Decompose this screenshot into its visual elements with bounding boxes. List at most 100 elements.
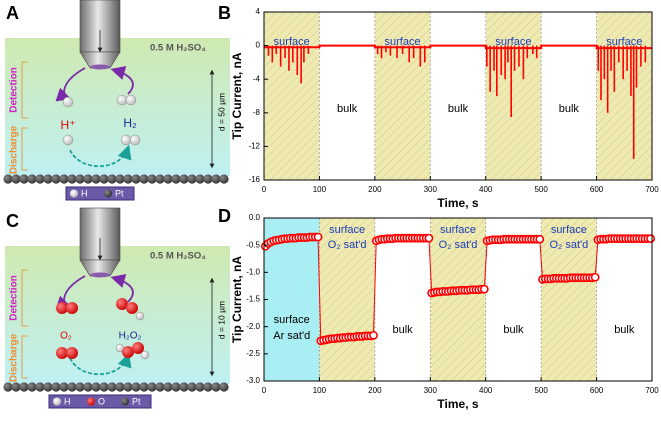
- tip-disk: [90, 272, 110, 278]
- legend-label: O: [98, 396, 105, 406]
- panel-label: C: [6, 211, 19, 231]
- region-hatch: [596, 12, 652, 180]
- substrate-atom: [155, 174, 165, 184]
- solution-label: 0.5 M H₂SO₄: [150, 251, 206, 262]
- region-label: surface: [274, 36, 310, 48]
- x-tick-label: 100: [313, 386, 327, 395]
- substrate-atom: [179, 174, 189, 184]
- legend-swatch: [87, 397, 95, 406]
- substrate-atom: [195, 174, 205, 184]
- substrate-atom: [179, 382, 189, 392]
- species-label: H⁺: [61, 118, 76, 132]
- x-tick-label: 500: [534, 185, 548, 194]
- x-tick-label: 400: [479, 386, 493, 395]
- y-axis-label: Tip Current, nA: [230, 256, 244, 343]
- bracket: [21, 127, 28, 171]
- substrate-atom: [11, 382, 21, 392]
- plot-frame: [263, 11, 653, 181]
- x-tick-label: 200: [368, 386, 382, 395]
- legend-label: Pt: [115, 188, 124, 198]
- panel-label: D: [218, 206, 231, 226]
- chart: surface Ar sat'd surface O₂ sat'd bulk surfac…: [218, 206, 659, 411]
- zone-label: Detection: [9, 275, 20, 321]
- region-label: surface: [495, 36, 531, 48]
- y-tick-label: 0.0: [249, 213, 261, 222]
- substrate-atom: [123, 382, 133, 392]
- schematic: A 0.5 M H₂SO₄ Detection Discharge d = 50 µm H…: [3, 0, 230, 201]
- y-tick-label: 4: [256, 7, 261, 16]
- region-hatch: [319, 218, 375, 381]
- substrate-atom: [83, 174, 93, 184]
- x-tick-label: 200: [368, 185, 382, 194]
- atom: [126, 302, 138, 314]
- y-tick-label: -2.5: [246, 349, 260, 358]
- substrate-atom: [51, 382, 61, 392]
- atom: [120, 134, 132, 146]
- tip-cone: [79, 51, 121, 69]
- y-tick-label: -12: [248, 142, 260, 151]
- y-tick-label: -3.0: [246, 376, 260, 385]
- panel-label: B: [218, 3, 231, 23]
- region-label: bulk: [559, 103, 580, 115]
- substrate-atom: [171, 174, 181, 184]
- data-point: [313, 232, 323, 242]
- substrate-atom: [139, 382, 149, 392]
- substrate-atom: [99, 174, 109, 184]
- schematic: C 0.5 M H₂SO₄ Detection Discharge d = 10 µm O…: [3, 207, 230, 409]
- legend-box: [65, 186, 135, 201]
- atom: [116, 298, 128, 310]
- atom: [62, 134, 74, 146]
- atom: [56, 302, 68, 314]
- y-tick-label: -1.5: [246, 295, 260, 304]
- legend-label: H: [81, 188, 88, 198]
- substrate-atom: [131, 382, 141, 392]
- x-axis-label: Time, s: [437, 397, 478, 411]
- y-tick-label: -16: [248, 175, 260, 184]
- x-tick-label: 500: [534, 386, 548, 395]
- atom: [125, 94, 137, 106]
- region-label: bulk: [503, 324, 524, 336]
- y-tick-label: -2.0: [246, 322, 260, 331]
- region-hatch: [430, 218, 486, 381]
- region-label: bulk: [448, 103, 469, 115]
- substrate-atom: [211, 382, 221, 392]
- panel-label: A: [6, 3, 19, 23]
- y-tick-label: -1.0: [246, 267, 260, 276]
- substrate-atom: [219, 174, 229, 184]
- substrate-atom: [195, 382, 205, 392]
- electrolyte: [5, 246, 230, 384]
- substrate-atom: [3, 174, 13, 184]
- substrate-atom: [19, 382, 29, 392]
- substrate-atom: [107, 174, 117, 184]
- substrate-atom: [187, 174, 197, 184]
- substrate-atom: [83, 382, 93, 392]
- region-hatch: [374, 12, 431, 180]
- region-label: surface: [606, 36, 642, 48]
- legend-label: H: [64, 396, 71, 406]
- x-tick-label: 100: [313, 185, 327, 194]
- substrate-atom: [147, 382, 157, 392]
- region-label: surface: [551, 224, 587, 236]
- region-label: surface: [385, 36, 421, 48]
- atom: [140, 350, 150, 360]
- substrate-atom: [203, 174, 213, 184]
- electrolyte: [5, 38, 230, 176]
- substrate-atom: [171, 382, 181, 392]
- tip-disk: [90, 64, 110, 70]
- data-point: [424, 233, 434, 243]
- substrate-atom: [115, 174, 125, 184]
- atom: [56, 347, 68, 359]
- species-label: H₂O₂: [119, 331, 142, 342]
- region-label: O₂ sat'd: [439, 239, 478, 251]
- distance-label: d = 10 µm: [216, 301, 226, 339]
- data-line: [264, 44, 652, 50]
- atom: [132, 342, 144, 354]
- substrate-atom: [59, 382, 69, 392]
- zone-label: Discharge: [9, 333, 20, 382]
- bracket: [21, 269, 28, 327]
- atom: [62, 96, 74, 108]
- species-label: O₂: [60, 331, 72, 342]
- data-point: [590, 272, 600, 282]
- atom: [129, 134, 141, 146]
